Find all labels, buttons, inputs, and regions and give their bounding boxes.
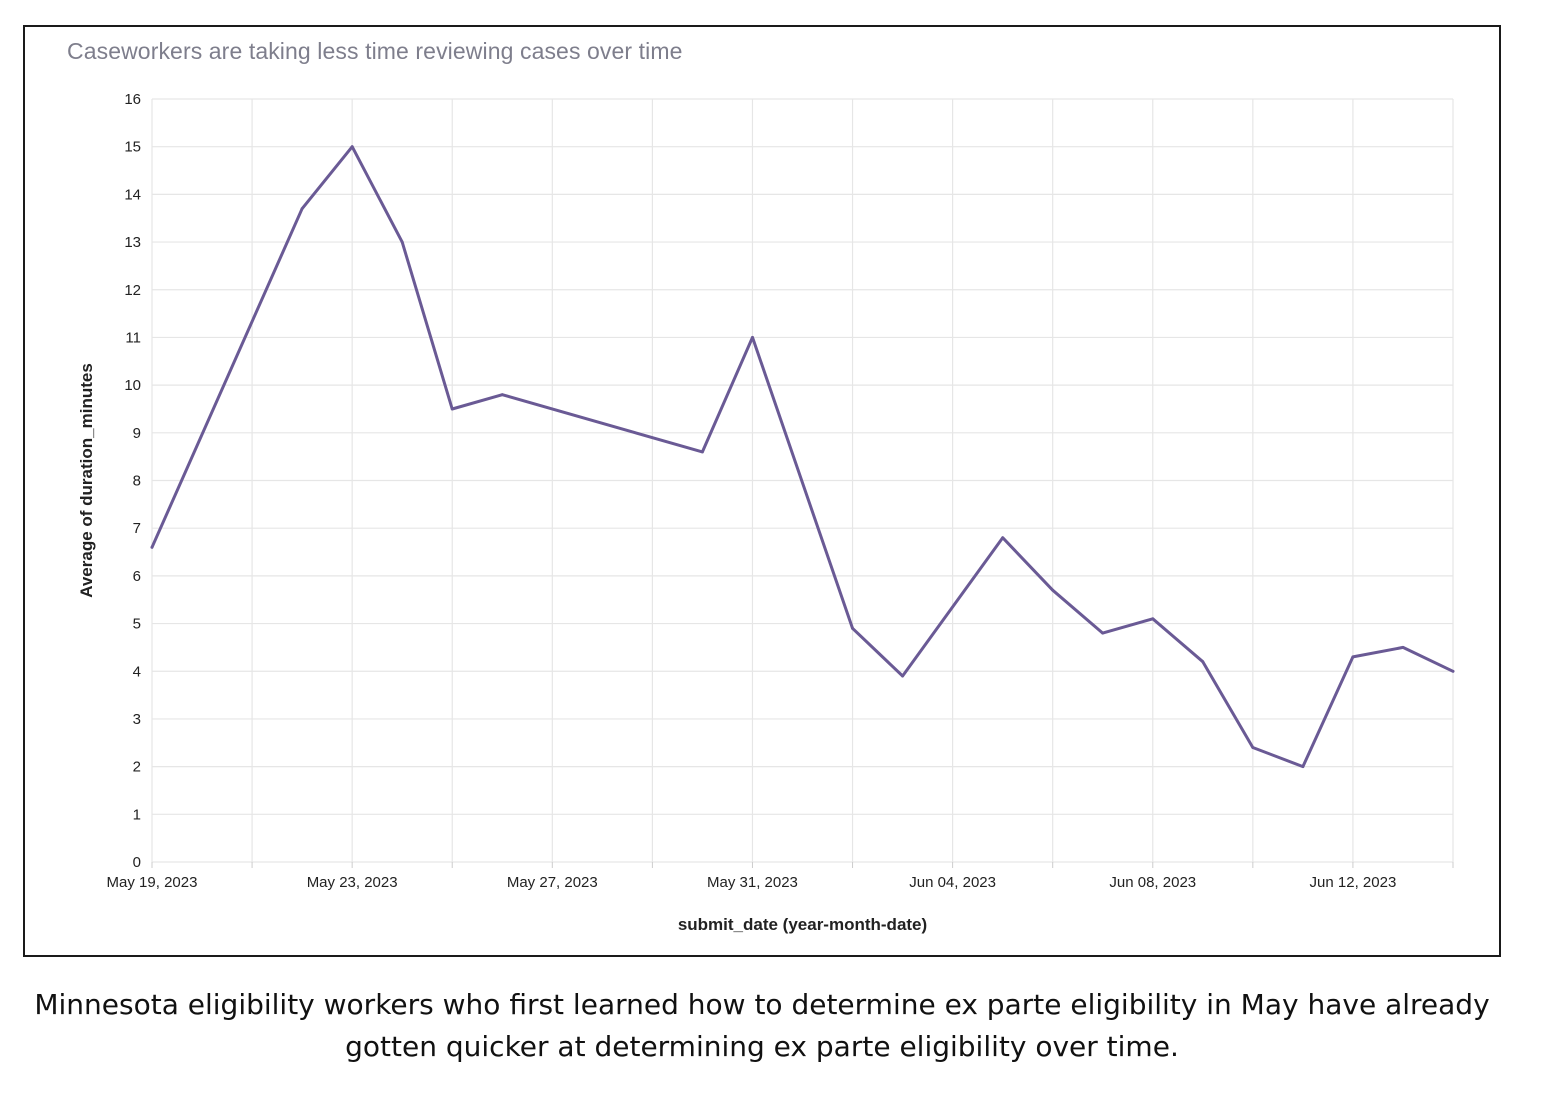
data-point	[1051, 588, 1055, 592]
y-tick-label: 5	[133, 616, 141, 633]
data-point	[1151, 617, 1155, 621]
data-point	[851, 626, 854, 630]
y-tick-label: 7	[133, 520, 141, 537]
x-tick-label: Jun 12, 2023	[1310, 874, 1397, 891]
data-point	[450, 407, 454, 411]
data-point	[150, 545, 154, 549]
data-point	[300, 207, 304, 211]
data-point	[751, 336, 754, 339]
y-axis-title: Average of duration_minutes	[77, 363, 96, 598]
caption-line-2: gotten quicker at determining ex parte e…	[345, 1030, 1179, 1063]
data-point	[1101, 631, 1105, 635]
series-line	[150, 145, 1455, 769]
y-tick-label: 3	[133, 711, 141, 728]
chart-frame	[23, 25, 1501, 957]
data-point	[1401, 646, 1405, 649]
chart-title: Caseworkers are taking less time reviewi…	[67, 38, 683, 64]
y-tick-label: 15	[124, 139, 141, 156]
y-tick-label: 11	[125, 329, 141, 346]
y-tick-label: 9	[133, 425, 141, 442]
x-tick-label: May 19, 2023	[107, 874, 198, 891]
y-tick-label: 1	[133, 806, 141, 823]
y-tick-label: 14	[124, 186, 141, 203]
x-tick-label: Jun 04, 2023	[909, 874, 996, 891]
data-point	[400, 240, 404, 244]
y-tick-label: 16	[124, 91, 141, 108]
data-point	[1001, 536, 1005, 540]
y-tick-label: 2	[133, 759, 141, 776]
x-tick-label: May 23, 2023	[307, 874, 398, 891]
x-tick-label: Jun 08, 2023	[1109, 874, 1196, 891]
y-tick-label: 4	[133, 663, 141, 680]
x-axis-ticks: May 19, 2023 May 23, 2023 May 27, 2023 May …	[107, 874, 1397, 891]
x-axis-title: submit_date (year-month-date)	[678, 915, 927, 934]
x-tick-label: May 27, 2023	[507, 874, 598, 891]
data-point	[350, 145, 354, 149]
caption-line-1: Minnesota eligibility workers who first …	[34, 988, 1490, 1021]
y-tick-label: 6	[133, 568, 141, 585]
data-point	[701, 450, 704, 454]
data-point	[901, 674, 904, 678]
y-tick-label: 12	[124, 282, 141, 299]
x-tick-label: May 31, 2023	[707, 874, 798, 891]
data-point	[1201, 660, 1205, 664]
figure-caption: Minnesota eligibility workers who first …	[0, 984, 1524, 1068]
data-point	[1351, 655, 1355, 659]
data-point	[1451, 669, 1455, 673]
data-point	[500, 393, 504, 397]
y-tick-label: 10	[124, 377, 141, 394]
data-point	[1301, 765, 1305, 769]
y-tick-label: 0	[133, 854, 141, 871]
y-tick-label: 13	[124, 234, 141, 251]
data-point	[1251, 746, 1255, 749]
chart-series	[150, 145, 1455, 769]
y-tick-label: 8	[133, 473, 141, 490]
